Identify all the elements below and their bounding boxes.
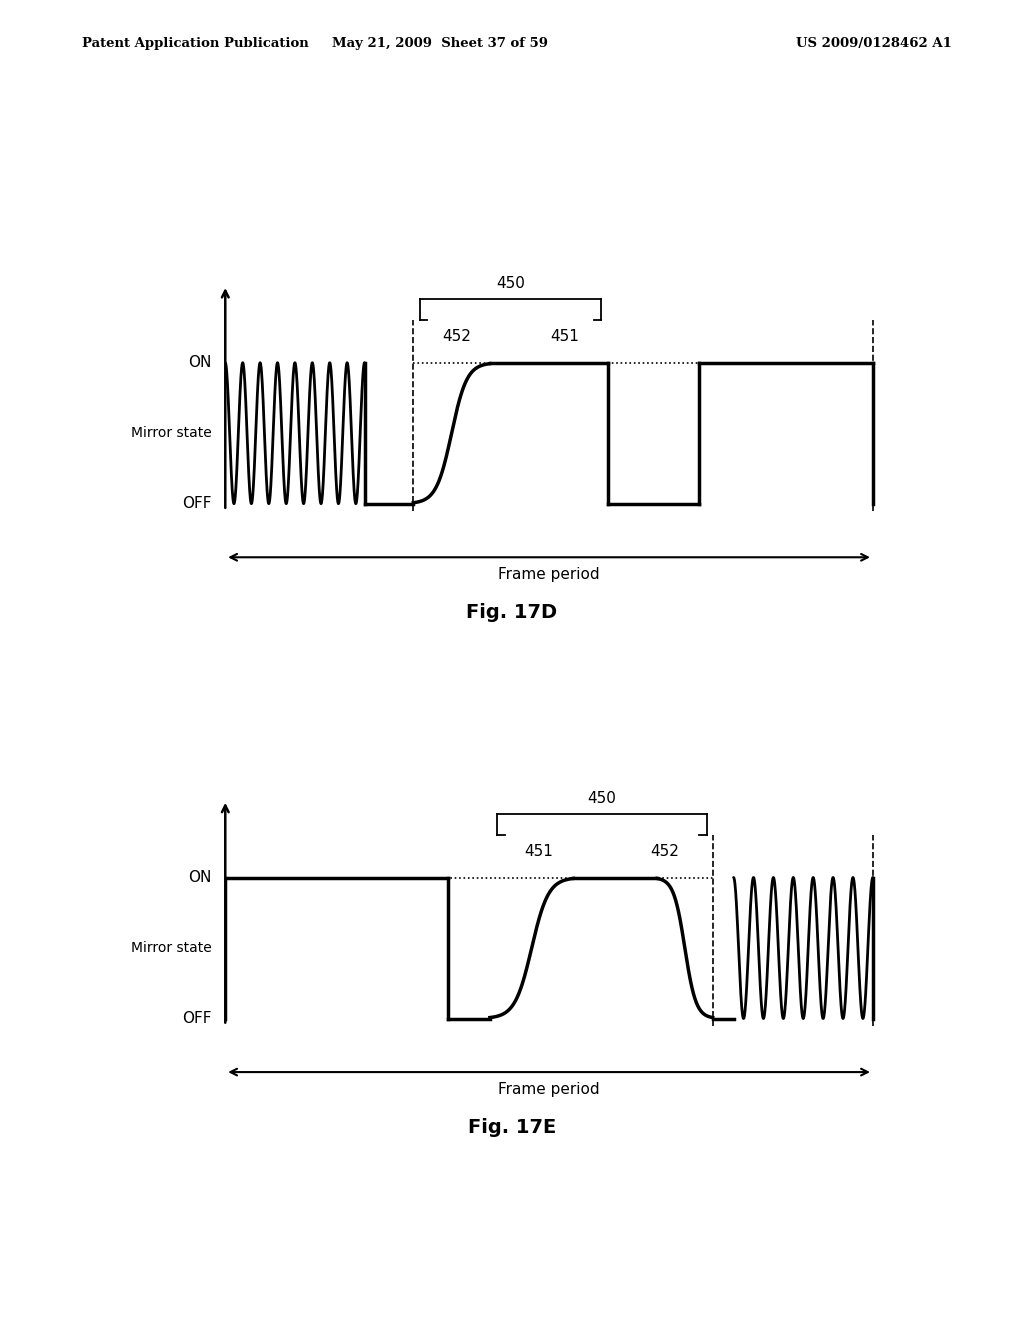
Text: 452: 452: [650, 843, 680, 859]
Text: May 21, 2009  Sheet 37 of 59: May 21, 2009 Sheet 37 of 59: [333, 37, 548, 50]
Text: US 2009/0128462 A1: US 2009/0128462 A1: [797, 37, 952, 50]
Text: 451: 451: [524, 843, 553, 859]
Text: OFF: OFF: [182, 1011, 211, 1026]
Text: Fig. 17E: Fig. 17E: [468, 1118, 556, 1137]
Text: Fig. 17D: Fig. 17D: [467, 603, 557, 622]
Text: OFF: OFF: [182, 496, 211, 511]
Text: 450: 450: [588, 791, 616, 805]
Text: 451: 451: [551, 329, 580, 345]
Text: 450: 450: [497, 276, 525, 290]
Text: ON: ON: [188, 355, 211, 370]
Text: Mirror state: Mirror state: [131, 941, 211, 954]
Text: Frame period: Frame period: [499, 568, 600, 582]
Text: Frame period: Frame period: [499, 1082, 600, 1097]
Text: Patent Application Publication: Patent Application Publication: [82, 37, 308, 50]
Text: ON: ON: [188, 870, 211, 884]
Text: Mirror state: Mirror state: [131, 426, 211, 440]
Text: 452: 452: [442, 329, 471, 345]
